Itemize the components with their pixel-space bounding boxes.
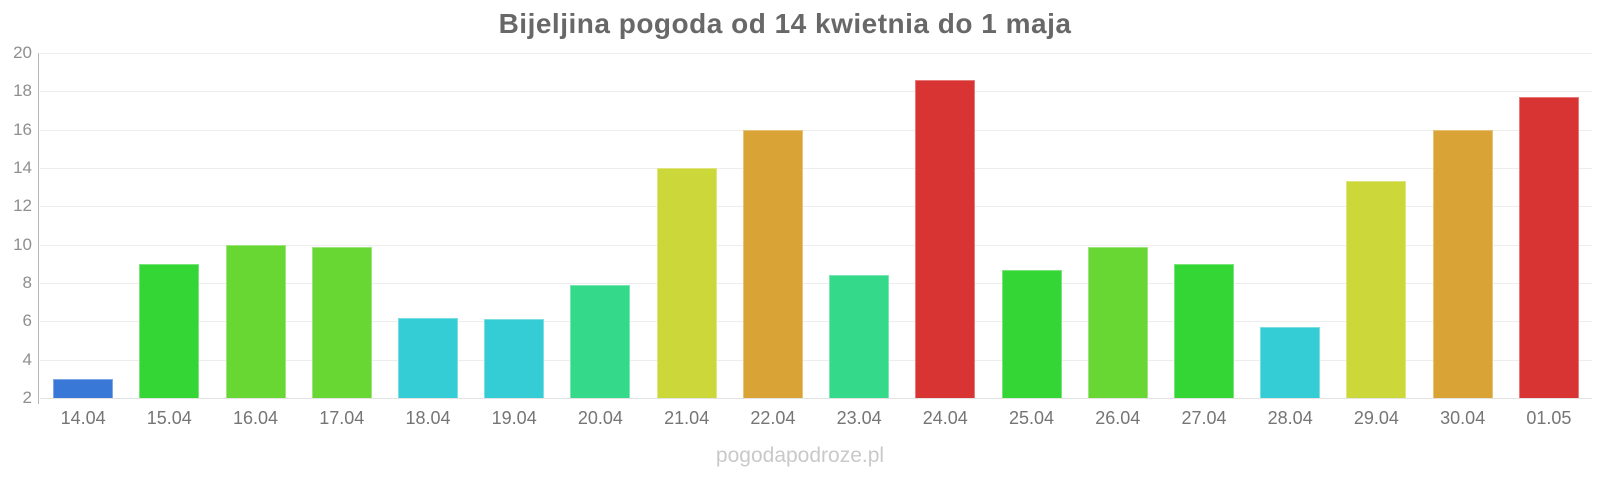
y-axis-tick-label: 2 [22,388,32,407]
x-axis-tick-label: 30.04 [1440,408,1486,428]
bar-23.04[interactable] [829,275,890,398]
bar-30.04[interactable] [1432,129,1493,398]
gridline-y-20 [40,53,1592,54]
gridline-y-2 [40,398,1592,399]
y-axis-tick-label: 12 [13,196,32,216]
y-axis-tick-label: 10 [13,234,32,254]
x-axis-tick-label: 29.04 [1353,408,1399,428]
x-axis-tick-label: 27.04 [1181,408,1227,428]
gridline-y-8 [40,283,1592,284]
bar-27.04[interactable] [1174,263,1234,398]
gridline-y-16 [40,129,1592,131]
y-axis-tick-label: 20 [13,43,32,62]
bar-14.04[interactable] [53,378,114,398]
x-axis-tick-label: 19.04 [491,408,537,428]
gridline-y-14 [40,168,1592,169]
x-axis-tick-label: 26.04 [1095,408,1141,428]
x-axis-tick-label: 18.04 [405,408,451,428]
y-axis-tick-label: 4 [22,349,32,369]
gridline-y-6 [40,321,1592,323]
x-axis-tick-label: 14.04 [60,408,106,428]
chart-title: Bijeljina pogoda od 14 kwietnia do 1 maj… [498,8,1072,39]
y-axis-tick-label: 18 [13,81,32,101]
y-axis-line [38,53,39,404]
gridline-y-10 [40,244,1592,246]
gridline-y-12 [40,206,1592,208]
bar-17.04[interactable] [311,246,372,398]
bar-22.04[interactable] [742,129,803,398]
bar-24.04[interactable] [915,79,976,398]
bar-21.04[interactable] [656,168,717,398]
y-axis-tick-label: 6 [22,311,32,331]
bar-16.04[interactable] [225,244,286,398]
bar-26.04[interactable] [1087,246,1148,398]
x-axis-tick-label: 16.04 [232,408,278,428]
gridline-y-18 [40,91,1592,93]
watermark: pogodapodroze.pl [715,444,885,467]
x-axis-tick-label: 28.04 [1267,408,1313,428]
x-axis-tick-label: 25.04 [1008,408,1054,428]
y-axis-tick-label: 16 [13,119,32,139]
x-axis-tick-label: 01.05 [1526,408,1572,428]
x-axis-tick-label: 20.04 [577,408,623,428]
bar-18.04[interactable] [398,317,458,398]
gridline-y-4 [40,359,1592,361]
bar-19.04[interactable] [484,319,545,398]
x-axis-tick-label: 15.04 [146,408,192,428]
bar-20.04[interactable] [570,284,631,398]
bar-29.04[interactable] [1346,181,1407,398]
x-axis-tick-label: 21.04 [664,408,710,428]
x-axis-tick-label: 22.04 [750,408,796,428]
y-axis-tick-label: 14 [13,158,32,177]
bar-15.04[interactable] [139,263,200,398]
x-axis-tick-label: 23.04 [836,408,882,428]
y-axis-tick-label: 8 [22,273,32,292]
x-axis-tick-label: 24.04 [922,408,968,428]
x-axis-tick-label: 17.04 [319,408,365,428]
bar-25.04[interactable] [1001,269,1062,398]
bar-01.05[interactable] [1518,97,1579,398]
bar-28.04[interactable] [1260,327,1321,398]
